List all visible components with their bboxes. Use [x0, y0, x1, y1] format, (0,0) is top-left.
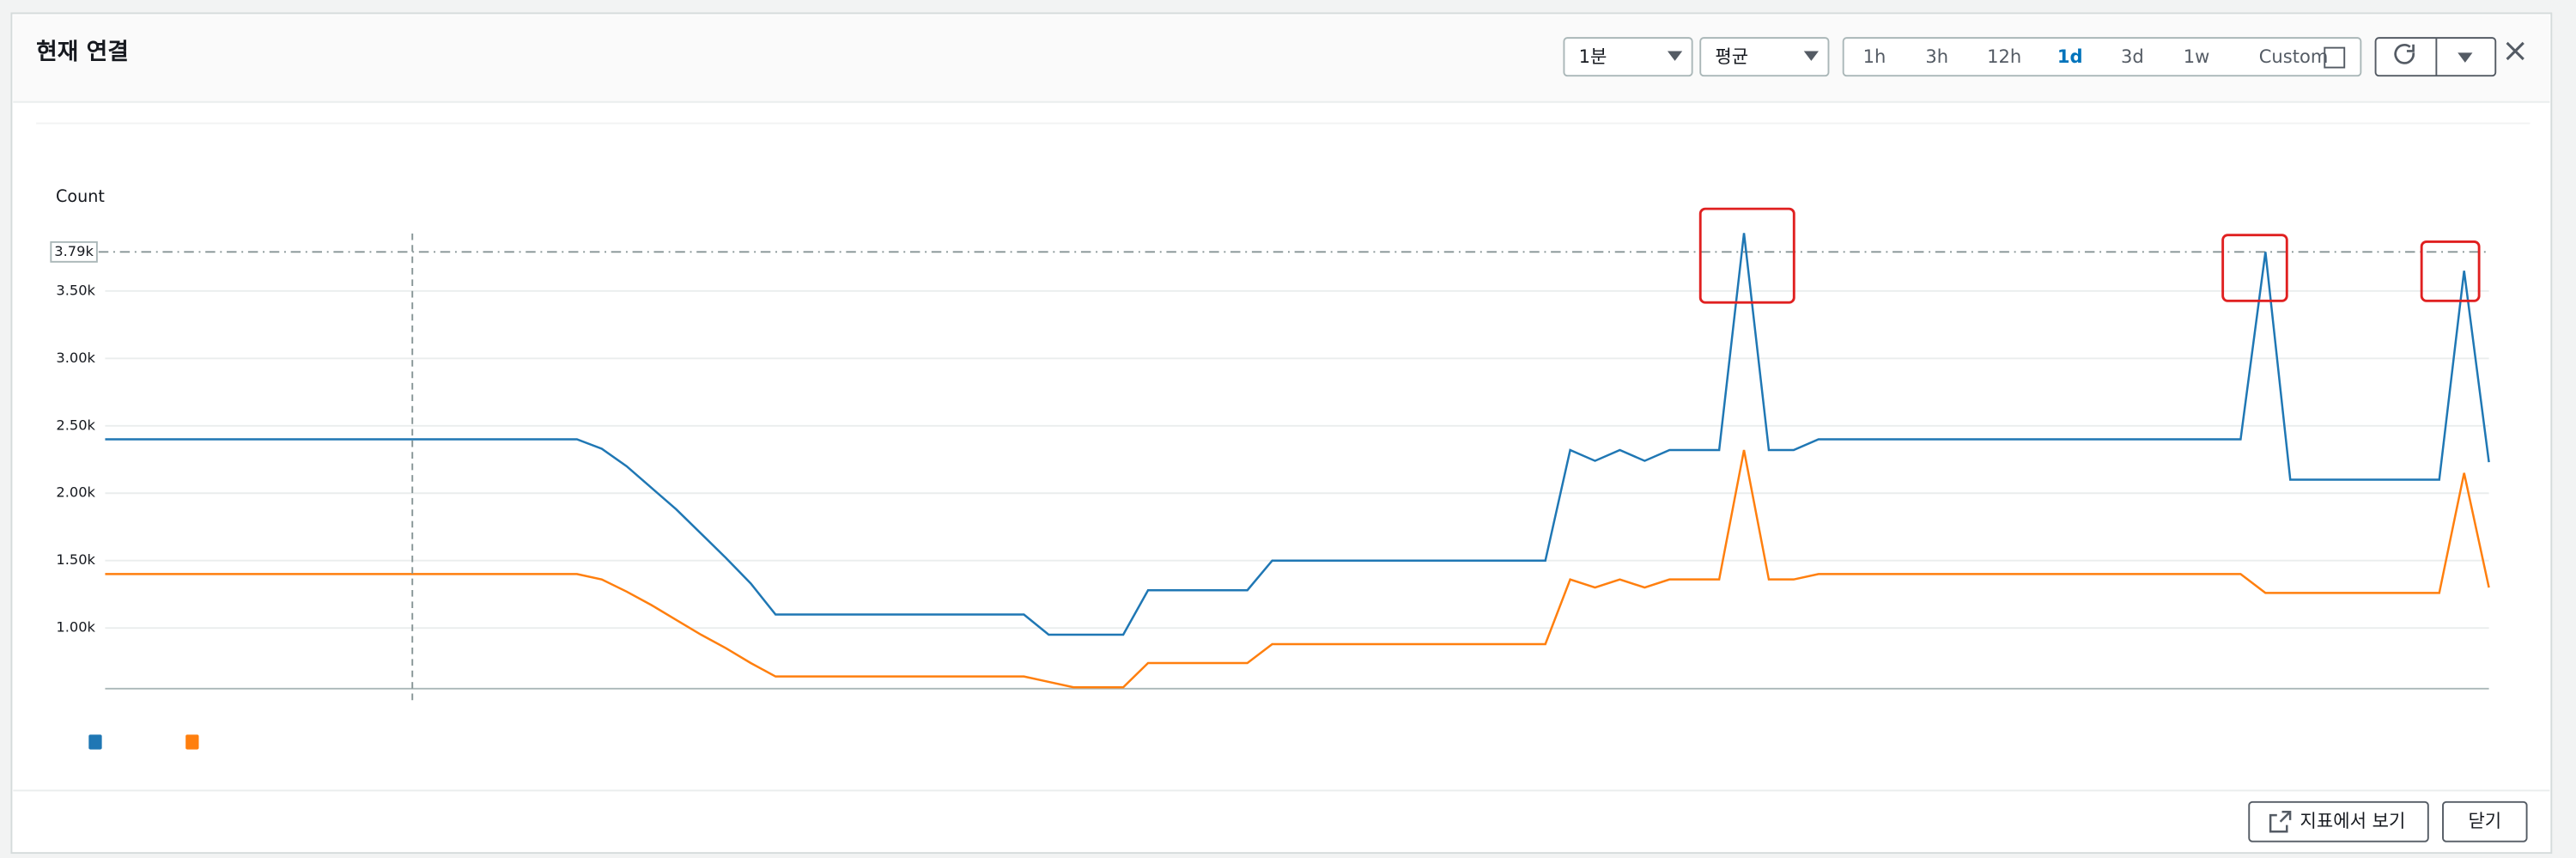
- range-option[interactable]: 3d: [2121, 46, 2144, 67]
- y-tick-label: 2.00k: [56, 484, 95, 501]
- range-group: [1842, 37, 2362, 77]
- series-line: [105, 233, 2490, 636]
- close-button[interactable]: [2442, 800, 2528, 843]
- y-tick-label: 1.50k: [56, 551, 95, 568]
- dropdown-arrow: [2458, 52, 2473, 63]
- highlight-box: [1698, 207, 1795, 304]
- view-metrics-label: 지표에서 보기: [2300, 810, 2406, 831]
- external-icon: [2269, 811, 2292, 833]
- series-line: [105, 449, 2490, 689]
- range-option[interactable]: Custom: [2259, 46, 2329, 67]
- range-option[interactable]: 1d: [2057, 46, 2083, 67]
- modal: [10, 12, 2553, 855]
- legend-swatch: [88, 734, 102, 750]
- y-tick-label: 1.00k: [56, 619, 95, 636]
- y-tick-label: 3.00k: [56, 350, 95, 366]
- modal-title: 현재 연결: [36, 39, 129, 65]
- y-tick-label: 2.50k: [56, 417, 95, 433]
- period-value: 1분: [1579, 46, 1607, 67]
- highlight-box: [2420, 240, 2481, 302]
- period-select[interactable]: [1563, 37, 1693, 77]
- range-buttons: 1h 3h 12h 1d 3d 1w Custom: [1863, 46, 2329, 67]
- range-option[interactable]: 3h: [1925, 46, 1948, 67]
- view-metrics-button[interactable]: [2248, 800, 2429, 843]
- reference-label: 3.79k: [54, 243, 94, 259]
- plot: 1.00k 1.50k 2.00k 2.50k 3.00k 3.50k 3.79k: [50, 233, 2490, 750]
- close-icon[interactable]: [2506, 41, 2524, 61]
- refresh-icon: [2394, 44, 2415, 64]
- dropdown-arrow: [1803, 51, 1819, 61]
- y-tick-label: 3.50k: [56, 282, 95, 298]
- dropdown-arrow: [1667, 51, 1683, 61]
- highlight-box: [2221, 234, 2288, 302]
- close-label: 닫기: [2468, 810, 2501, 831]
- stat-value: 평균: [1715, 46, 1748, 67]
- y-axis-label: Count: [56, 186, 105, 206]
- range-option[interactable]: 1h: [1863, 46, 1886, 67]
- stat-select[interactable]: [1699, 37, 1830, 77]
- range-option[interactable]: 1w: [2184, 46, 2210, 67]
- legend-swatch: [185, 734, 199, 750]
- range-option[interactable]: 12h: [1987, 46, 2021, 67]
- reference-label-box: [50, 240, 98, 263]
- calendar-icon: [2324, 46, 2346, 69]
